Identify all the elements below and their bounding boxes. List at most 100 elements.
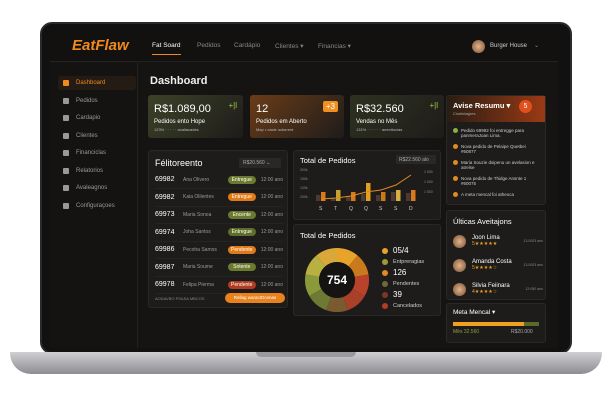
order-row[interactable]: 69973 Maria Sonoa Encente 12:00 ano <box>155 206 283 224</box>
legend-item: 126 <box>382 267 424 278</box>
goal-progress-bar <box>453 322 539 326</box>
goal-title[interactable]: Meta Mencal ▾ <box>453 309 496 316</box>
donut-segment <box>316 248 337 267</box>
stat-trend-badge: +|l <box>429 101 438 110</box>
donut-title: Total de Pedidos <box>300 231 356 240</box>
notifications-title[interactable]: Avise Resumu ▾ <box>453 101 511 110</box>
notifications-panel: Avise Resumu ▾ Cioritelagres 5 Pedido 69… <box>446 95 546 205</box>
legend-value: 126 <box>393 268 407 277</box>
order-row[interactable]: 69986 Pecoha Samos Pendente 12:00 ano <box>155 241 283 259</box>
orders-title: Félitoreento <box>155 158 203 168</box>
order-time: 12:00 ano <box>260 176 283 183</box>
order-id: 69987 <box>155 263 175 271</box>
order-row[interactable]: 69982 Ana Olivero Entregue 12:00 ano <box>155 171 283 189</box>
check-icon <box>453 128 458 133</box>
monthly-goal-panel: Meta Mencal ▾ Mês 32.560 R$20.000 <box>446 303 546 343</box>
bar <box>346 196 351 201</box>
stat-subtext: 123% · · · · · avaliacades <box>154 127 199 132</box>
bar-chart-filter[interactable]: R$22.560 alo <box>396 155 436 164</box>
bar-chart-title: Total de Pedidos <box>300 156 356 165</box>
user-name[interactable]: Burger House <box>490 43 528 49</box>
orders-action-button[interactable]: Rellag waractDcenas <box>225 293 285 303</box>
y-tick-right: 1 500 <box>424 190 433 194</box>
reviewer-avatar <box>453 282 466 296</box>
bar <box>396 190 401 201</box>
legend-dot <box>382 302 388 309</box>
sidebar-item-label: Configuraçoes <box>76 202 115 209</box>
reviews-panel: Últicas Aveitajons Joon Lima 5★★★★★ 12:000… <box>446 210 546 300</box>
notification-item[interactable]: Nova pedido de Thidge Ansnte 1 #60075 <box>453 176 541 186</box>
notification-text: Nova pedido de Pelaipe Quetbei #60877 <box>461 144 526 154</box>
review-item[interactable]: Amanda Costa 5★★★★☆ 12:0003 ann <box>453 253 543 277</box>
sidebar-item-0[interactable]: Dashboard <box>58 76 136 90</box>
report-icon <box>63 167 69 174</box>
bar <box>381 192 386 201</box>
nav-tab-dashboard[interactable]: Fat Soard <box>152 42 181 55</box>
nav-tab-clientes[interactable]: Clientes ▾ <box>275 43 304 50</box>
x-tick-label: S <box>394 206 398 212</box>
sidebar-item-4[interactable]: Financiclas <box>58 146 136 160</box>
sidebar-item-6[interactable]: Avaleagnos <box>58 181 136 195</box>
donut-panel: Total de Pedidos 754 05/4 Entpreragias 126… <box>293 224 441 316</box>
sidebar-item-label: Cardapio <box>76 115 101 121</box>
stat-label: Pedidos em Aberto <box>256 119 307 125</box>
sidebar-item-5[interactable]: Relatorios <box>58 164 136 178</box>
review-time: 12:0003 ann <box>523 239 543 243</box>
order-id: 69974 <box>155 228 175 236</box>
order-customer: Pecoha Samos <box>183 246 217 253</box>
reviews-title: Últicas Aveitajons <box>453 217 512 226</box>
chevron-down-icon[interactable]: ⌄ <box>534 43 540 49</box>
stat-card-2: R$32.560 +|l Vendas no Mês 131% · · · · … <box>350 95 444 138</box>
coins-icon <box>63 150 69 156</box>
logo: EatFlaw <box>72 37 129 54</box>
order-id: 69982 <box>155 176 175 183</box>
review-rating: 5★★★★★ <box>472 241 498 247</box>
nav-tab-pedidos[interactable]: Pedidos <box>197 42 221 49</box>
order-row[interactable]: 69978 Felipa Pierma Pendente 12:00 ano <box>155 276 283 294</box>
notification-item[interactable]: Pedido 69982 foi entregge para panmeraJo… <box>453 128 541 138</box>
bar <box>391 192 396 201</box>
reviewer-name: Amanda Costa <box>472 259 512 265</box>
donut-chart <box>305 248 369 312</box>
order-row[interactable]: 69987 Maria Soume Sntente 12:00 ano <box>155 259 283 277</box>
status-badge: Entregue <box>227 228 256 236</box>
order-id: 69982 <box>155 193 175 201</box>
orders-panel: Félitoreento R$20.560 ⌄ 69982 Ana Oliver… <box>148 150 288 308</box>
avatar[interactable] <box>472 40 485 53</box>
donut-segment <box>305 255 326 277</box>
x-tick-label: S <box>379 206 383 212</box>
stat-trend-badge: +|l <box>228 101 237 110</box>
legend-item: 39 <box>382 289 424 300</box>
sidebar-item-1[interactable]: Pedidos <box>58 94 136 108</box>
x-tick-label: D <box>409 206 413 212</box>
sidebar-item-2[interactable]: Cardapio <box>58 111 136 125</box>
nav-tab-financias[interactable]: Financias ▾ <box>318 43 351 50</box>
order-time: 12:00 ano <box>260 264 283 270</box>
order-row[interactable]: 69974 Joha Santos Entregue 12:00 ano <box>155 224 283 242</box>
page-title: Dashboard <box>150 75 208 87</box>
notification-item[interactable]: Maria Souzie dsipenu un avelasion e atre… <box>453 160 541 170</box>
notification-item[interactable]: A meta mencal foi atheoca <box>453 192 541 197</box>
stat-value: 12 <box>256 103 269 115</box>
review-time: 12:0003 ann <box>523 263 543 267</box>
review-item[interactable]: Silvia Feiinara 4★★★★☆ 12:050 ann <box>453 277 543 301</box>
sidebar-item-3[interactable]: Clientes <box>58 129 136 143</box>
bar-chart-panel: Total de Pedidos R$22.560 alo 300k 150k 10… <box>293 150 441 220</box>
review-rating: 4★★★★☆ <box>472 289 498 295</box>
notification-item[interactable]: Nova pedido de Pelaipe Quetbei #60877 <box>453 144 541 154</box>
sidebar-item-label: Pedidos <box>76 97 98 104</box>
order-time: 12:00 ano <box>260 211 283 218</box>
stat-card-1: 12 +3 Pedidos em Aberto Mep • cacie ocbe… <box>250 95 344 138</box>
sidebar-item-7[interactable]: Configuraçoes <box>58 199 136 213</box>
order-time: 12:00 ano <box>260 281 283 288</box>
legend-dot <box>382 280 388 287</box>
order-row[interactable]: 69982 Kaia Olilentes Entregue 12:00 ano <box>155 189 283 207</box>
review-item[interactable]: Joon Lima 5★★★★★ 12:0003 ann <box>453 229 543 253</box>
sidebar: Dashboard Pedidos Cardapio Clientes Financic… <box>50 63 138 348</box>
orders-filter-select[interactable]: R$20.560 ⌄ <box>239 158 281 168</box>
goal-target: R$20.000 <box>511 329 533 335</box>
stat-label: Vendas no Mês <box>356 119 398 125</box>
legend-value: 05/4 <box>393 246 409 255</box>
notifications-subtitle: Cioritelagres <box>453 111 476 116</box>
nav-tab-cardapio[interactable]: Cardápio <box>234 42 261 49</box>
